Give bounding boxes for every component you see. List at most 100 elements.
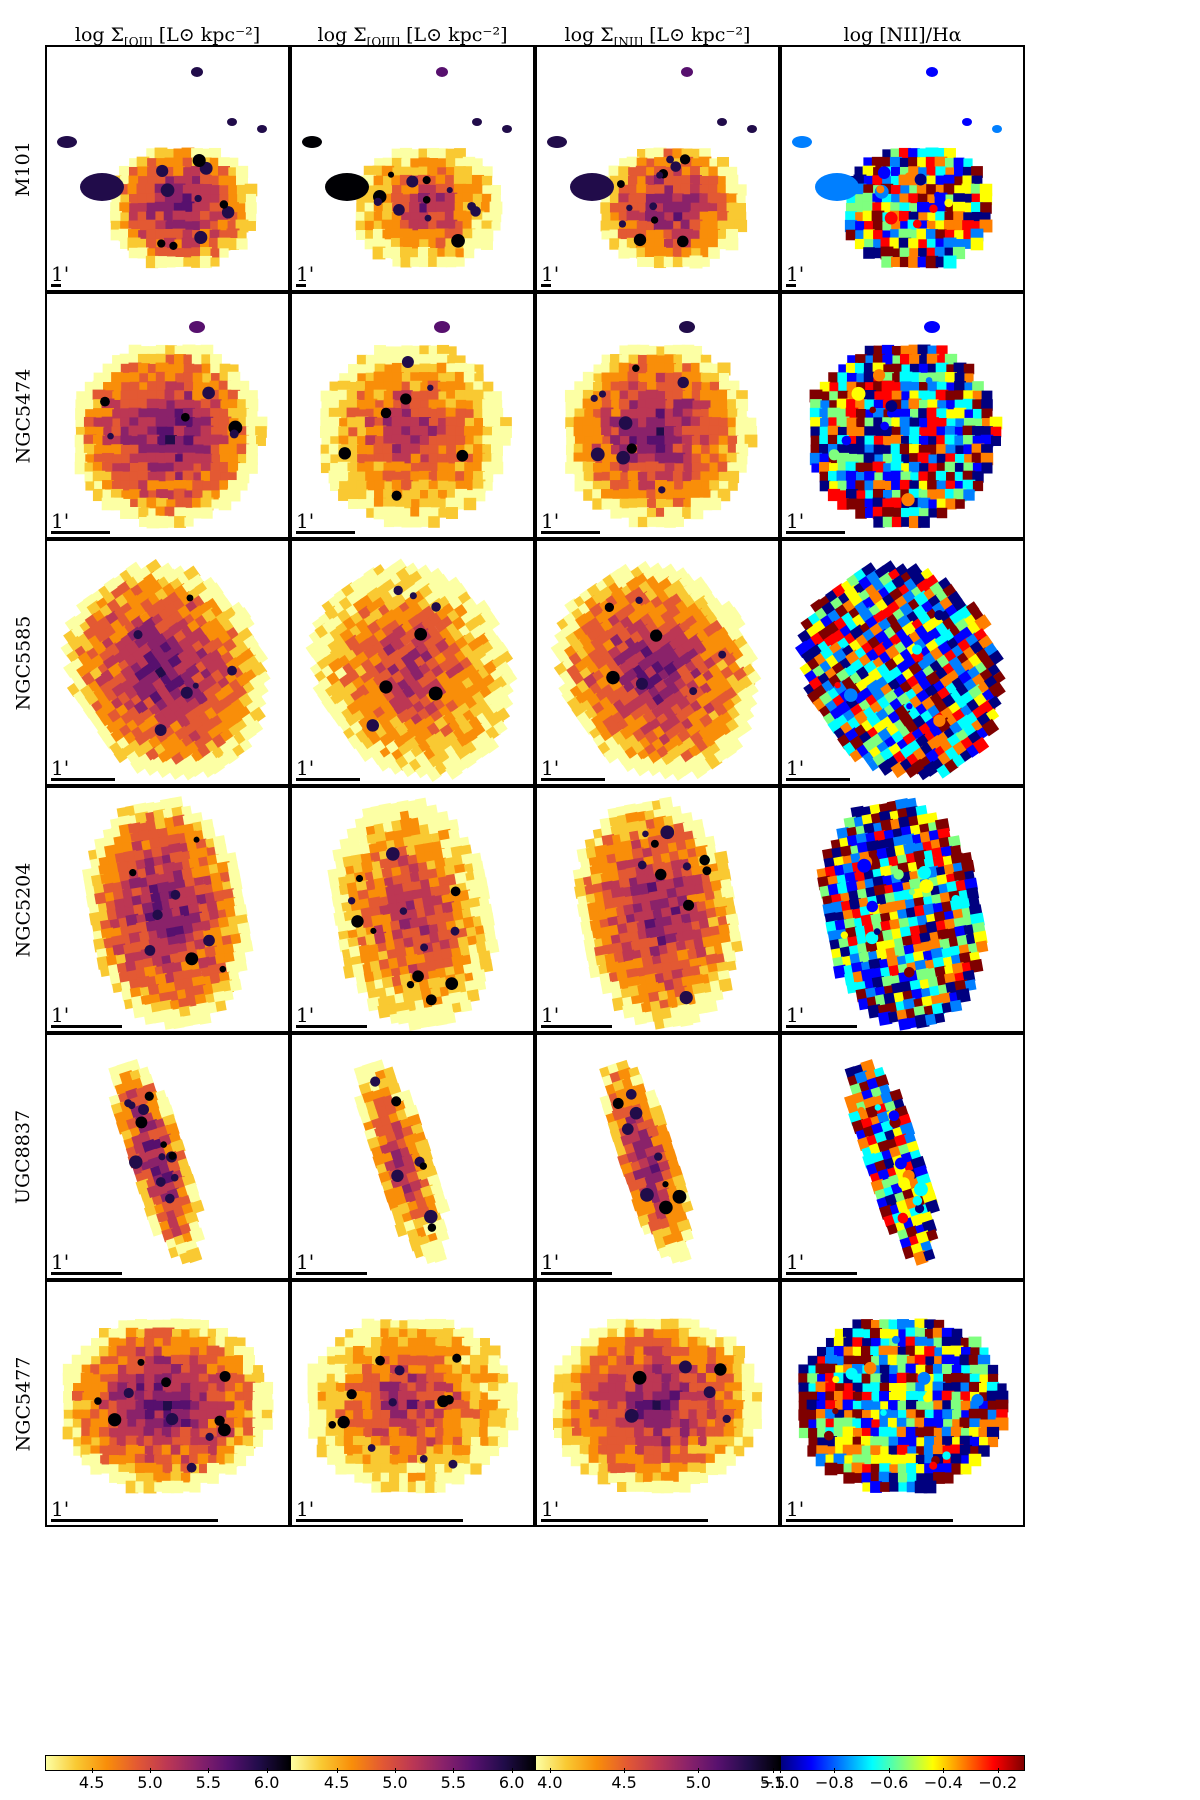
scale-bar [786,778,850,781]
colorbar-nii-halpha [780,1755,1025,1771]
colorbar-tick-label: 5.5 [759,1773,786,1792]
colorbar-tickmark [208,1768,210,1773]
scale-bar [541,1519,708,1522]
emission-map [353,1059,451,1265]
panel-ngc5474-nii: 1' [535,292,780,539]
row-label-ngc5585: NGC5585 [12,615,35,710]
emission-map [798,1318,1009,1494]
panel-ngc5585-nii: 1' [535,539,780,786]
panel-ngc5477-nii: 1' [535,1280,780,1527]
colorbar-tick-label: 5.5 [440,1773,467,1792]
panel-ugc8837-nii-halpha: 1' [780,1033,1025,1280]
panel-ngc5474-oii: 1' [45,292,290,539]
panel-ugc8837-oii: 1' [45,1033,290,1280]
colorbar-tickmark [549,1768,551,1773]
colorbar-tick-label: 5.5 [195,1773,222,1792]
emission-map [60,559,271,781]
scale-bar [786,1025,857,1028]
scale-bar [296,531,355,534]
scale-bar-label: 1' [296,262,315,286]
colorbar-tickmark [772,1768,774,1773]
panel-ngc5474-oiii: 1' [290,292,535,539]
scale-bar-label: 1' [541,509,560,533]
column-title-oii: log Σ[OII] [L⊙ kpc⁻²] [74,24,261,49]
scale-bar [786,284,796,287]
column-title-oiii: log Σ[OIII] [L⊙ kpc⁻²] [317,24,508,49]
colorbar-tickmark [943,1768,945,1773]
panel-ugc8837-nii: 1' [535,1033,780,1280]
column-title-nii-halpha: log [NII]/Hα [843,24,962,46]
emission-map [794,560,1006,781]
colorbar-tick-label: 5.0 [382,1773,408,1792]
scale-bar-label: 1' [51,1497,70,1521]
scale-bar-label: 1' [786,509,805,533]
row-label-ugc8837: UGC8837 [12,1109,34,1204]
colorbar-tick-label: 4.5 [611,1773,637,1792]
scale-bar [296,1272,367,1275]
emission-map [552,1318,763,1494]
scale-bar-label: 1' [296,1497,315,1521]
colorbar-tick-label: 4.5 [78,1773,105,1792]
scale-bar [541,1025,612,1028]
colorbar-tick-label: −1.0 [760,1773,800,1792]
scale-bar [541,1272,612,1275]
colorbar-tick-label: 4.0 [537,1773,563,1792]
panel-m101-oiii: 1' [290,45,535,292]
scale-bar-label: 1' [786,1250,805,1274]
emission-map [62,1318,274,1494]
panel-ngc5477-oii: 1' [45,1280,290,1527]
scale-bar [786,1272,857,1275]
emission-map [809,321,1003,529]
scale-bar [51,1025,122,1028]
scale-bar [51,284,61,287]
scale-bar-label: 1' [786,756,805,780]
scale-bar [541,531,600,534]
emission-map [572,796,744,1030]
panel-ngc5477-oiii: 1' [290,1280,535,1527]
colorbar-tickmark [336,1768,338,1773]
emission-map [844,1059,940,1266]
scale-bar [541,284,551,287]
scale-bar-label: 1' [296,1003,315,1027]
colorbar-tickmark [780,1768,781,1773]
colorbar-tick-label: −0.2 [978,1773,1018,1792]
panel-ugc8837-oiii: 1' [290,1033,535,1280]
emission-map [816,797,989,1031]
panel-ngc5477-nii-halpha: 1' [780,1280,1025,1527]
row-label-ngc5474: NGC5474 [12,368,35,463]
emission-map [82,796,254,1030]
scale-bar-label: 1' [51,509,70,533]
colorbar-tickmark [997,1768,999,1773]
panel-m101-nii-halpha: 1' [780,45,1025,292]
emission-map [302,67,512,268]
colorbar-tickmark [453,1768,455,1773]
colorbar-tickmark [888,1768,890,1773]
scale-bar [786,531,845,534]
emission-map [792,67,1002,269]
emission-map [319,321,512,528]
colorbar-tick-label: −0.6 [869,1773,909,1792]
panel-ngc5585-oii: 1' [45,539,290,786]
panel-ngc5585-oiii: 1' [290,539,535,786]
panel-m101-oii: 1' [45,45,290,292]
emission-map [547,67,757,269]
colorbar-tickmark [624,1768,626,1773]
emission-map [550,560,762,781]
scale-bar-label: 1' [786,1003,805,1027]
colorbar-tickmark [395,1768,396,1773]
colorbar-tickmark [91,1768,93,1773]
scale-bar [296,778,360,781]
scale-bar-label: 1' [541,1003,560,1027]
colorbar-tick-label: 6.0 [498,1773,525,1792]
colorbar-tick-label: 4.5 [323,1773,350,1792]
colorbar-tickmark [834,1768,836,1773]
colorbar-tick-label: 5.0 [685,1773,712,1792]
scale-bar [541,778,605,781]
colorbar-tickmark [266,1768,268,1773]
scale-bar-label: 1' [51,756,70,780]
colorbar-tick-label: −0.4 [923,1773,963,1792]
scale-bar [296,1519,463,1522]
emission-map [108,1058,206,1265]
colorbar-oiii [290,1755,535,1771]
